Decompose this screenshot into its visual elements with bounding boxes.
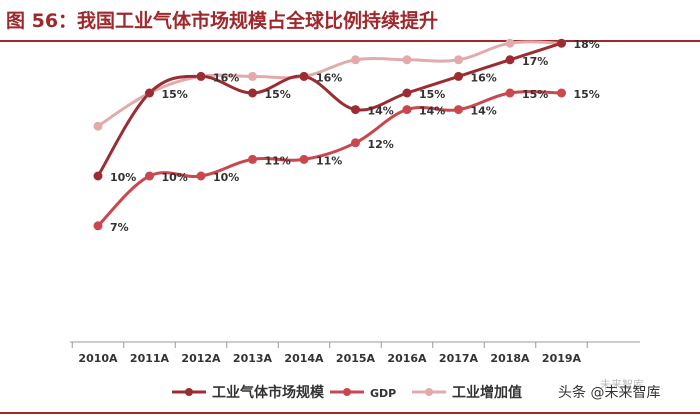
data-point	[505, 38, 515, 48]
watermark-sub: 未来智库	[600, 378, 644, 391]
x-tick-label: 2011A	[130, 352, 170, 365]
x-tick-label: 2018A	[490, 352, 530, 365]
legend-marker	[343, 388, 351, 396]
x-tick-label: 2019A	[542, 352, 582, 365]
x-tick-label: 2017A	[439, 352, 479, 365]
data-label: 16%	[213, 71, 239, 84]
data-label: 15%	[419, 88, 445, 101]
data-label: 11%	[265, 154, 291, 167]
figure-title: 图 56：我国工业气体市场规模占全球比例持续提升	[6, 10, 439, 32]
data-point	[505, 88, 515, 98]
data-point	[402, 105, 412, 115]
data-point	[505, 55, 515, 65]
data-point	[351, 55, 360, 65]
series-line	[96, 41, 562, 177]
data-label: 7%	[110, 221, 129, 234]
data-point	[145, 171, 154, 181]
data-point	[145, 88, 154, 98]
series-line	[96, 90, 562, 227]
data-label: 16%	[316, 71, 342, 84]
data-label: 11%	[316, 154, 342, 167]
x-tick-label: 2014A	[284, 352, 324, 365]
series-line	[97, 40, 562, 128]
data-point	[351, 105, 360, 115]
data-label: 14%	[471, 105, 497, 118]
data-point	[299, 154, 309, 164]
data-label: 17%	[522, 55, 548, 68]
data-point	[248, 71, 257, 81]
data-point	[93, 121, 103, 131]
legend-marker	[425, 388, 433, 396]
bottom-divider	[0, 412, 700, 414]
data-point	[248, 88, 257, 98]
data-point	[454, 71, 463, 81]
data-point	[351, 138, 360, 148]
data-point	[402, 88, 412, 98]
data-label: 14%	[368, 105, 394, 118]
data-label: 15%	[522, 88, 548, 101]
data-point	[454, 105, 463, 115]
data-point	[402, 55, 412, 65]
data-point	[299, 71, 309, 81]
data-point	[93, 171, 103, 181]
data-label: 14%	[419, 105, 445, 118]
data-label: 10%	[162, 171, 188, 184]
data-label: 10%	[213, 171, 239, 184]
data-point	[454, 55, 463, 65]
data-label: 10%	[110, 171, 136, 184]
data-point	[196, 171, 206, 181]
data-label: 18%	[574, 38, 600, 51]
data-label: 12%	[368, 138, 394, 151]
legend-label: GDP	[370, 387, 396, 400]
legend-label: 工业增加值	[452, 384, 522, 401]
title-divider	[0, 40, 700, 42]
x-tick-label: 2015A	[336, 352, 376, 365]
x-tick-label: 2016A	[387, 352, 427, 365]
data-point	[557, 38, 566, 48]
x-tick-label: 2012A	[181, 352, 221, 365]
data-label: 15%	[162, 88, 188, 101]
legend-marker	[185, 388, 193, 396]
x-tick-label: 2013A	[233, 352, 273, 365]
data-point	[248, 154, 257, 164]
data-point	[93, 221, 103, 231]
x-tick-label: 2010A	[78, 352, 118, 365]
data-point	[557, 88, 566, 98]
data-label: 15%	[574, 88, 600, 101]
legend-label: 工业气体市场规模	[212, 384, 325, 401]
data-point	[196, 71, 206, 81]
watermark: 头条 @未来智库	[558, 385, 661, 401]
data-label: 16%	[471, 71, 497, 84]
data-label: 15%	[265, 88, 291, 101]
